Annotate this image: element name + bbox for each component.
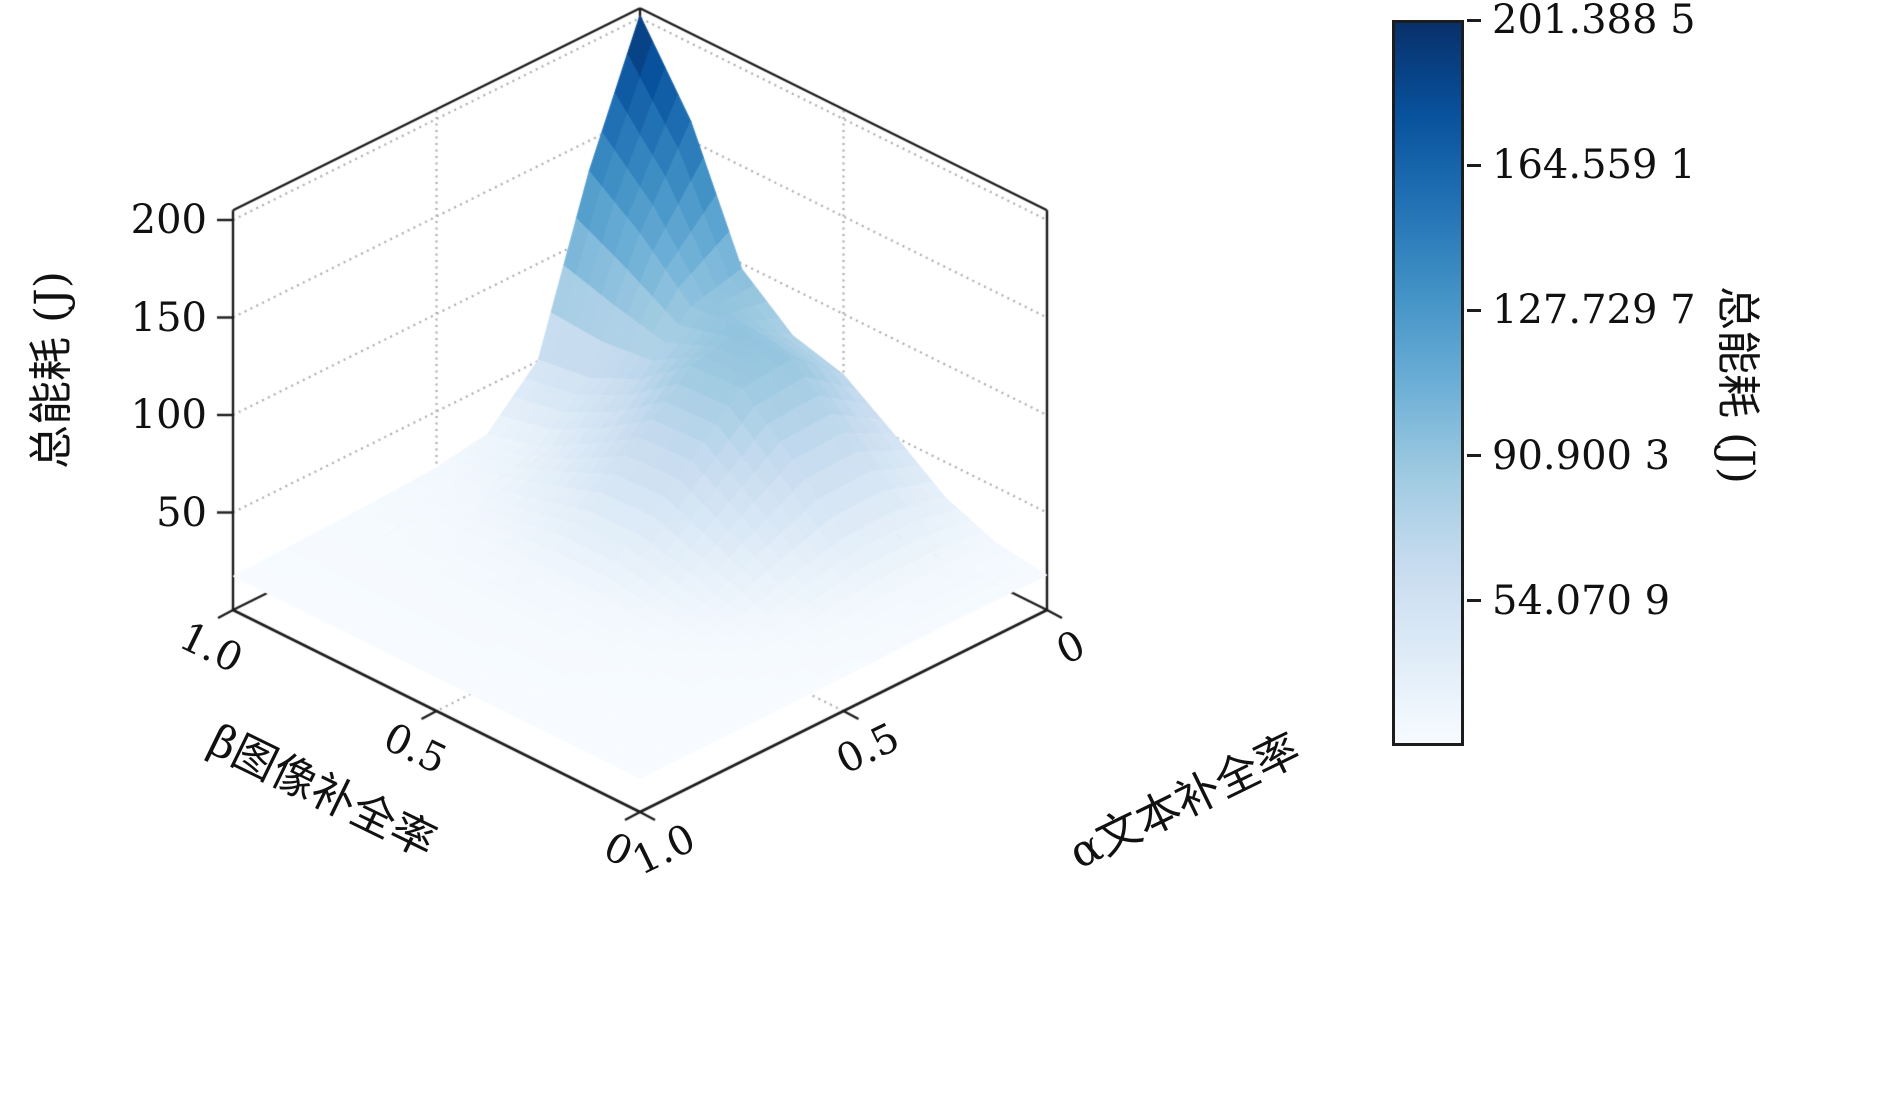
- z-axis-tick-label: 200: [130, 197, 207, 243]
- colorbar-tick-mark: [1467, 308, 1481, 312]
- colorbar-tick-mark: [1467, 454, 1481, 458]
- colorbar-gradient: [1392, 20, 1464, 746]
- colorbar-tick-label: 54.070 9: [1492, 577, 1671, 624]
- z-axis-tick-label: 50: [156, 489, 207, 536]
- colorbar-tick-mark: [1467, 18, 1481, 22]
- colorbar-tick-label: 127.729 7: [1492, 287, 1696, 334]
- colorbar-tick-mark: [1467, 599, 1481, 603]
- colorbar-tick-mark: [1467, 163, 1481, 167]
- z-axis-tick-label: 150: [130, 294, 207, 341]
- colorbar-label: 总能耗 (J): [1712, 286, 1763, 484]
- colorbar-tick-label: 164.559 1: [1492, 142, 1696, 189]
- z-axis-tick-label: 100: [130, 392, 207, 438]
- colorbar: [1392, 18, 1481, 746]
- colorbar-tick-label: 90.900 3: [1492, 432, 1671, 479]
- colorbar-tick-label: 201.388 5: [1492, 0, 1696, 43]
- z-axis-label: 总能耗 (J): [26, 271, 77, 469]
